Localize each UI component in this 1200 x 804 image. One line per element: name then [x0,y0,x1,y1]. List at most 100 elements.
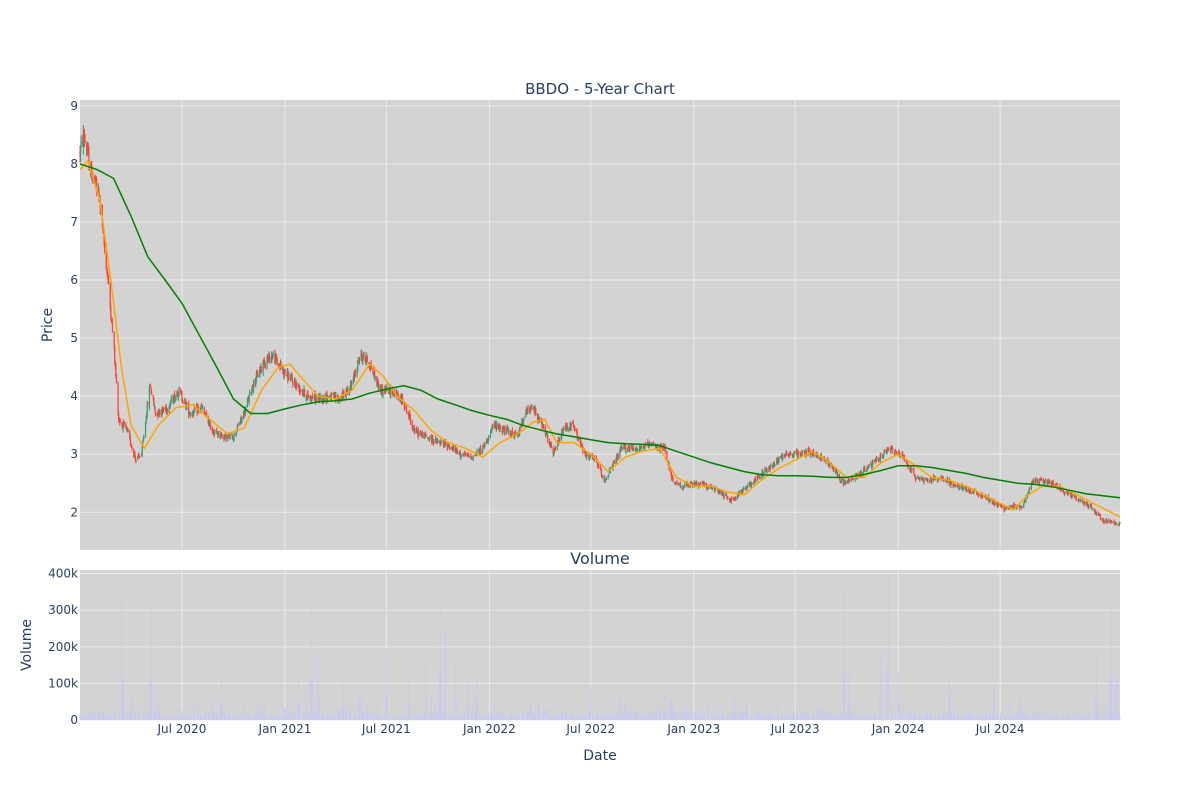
volume-bar [891,715,893,720]
volume-bar [240,712,242,720]
volume-bar [821,709,823,720]
volume-bar [717,708,719,720]
candle-body [805,450,807,454]
volume-bar [245,718,247,720]
candle-body [1035,479,1037,481]
volume-bar [711,710,713,720]
volume-bar [153,712,155,720]
volume-bar [143,712,145,720]
candle-body [134,452,136,457]
volume-bar [734,710,736,720]
volume-bar [502,713,504,720]
candle-body [479,447,482,453]
volume-bar [1033,717,1035,720]
volume-bar [1015,713,1017,720]
volume-bar [107,715,109,720]
volume-bar [151,606,153,720]
volume-bar [185,715,187,720]
volume-bar [702,715,704,720]
candle-body [452,445,455,451]
volume-bar [135,713,137,720]
candle-body [1004,508,1006,510]
volume-bar [625,705,627,720]
volume-bar [253,718,255,720]
candle-body [300,390,302,391]
volume-bar [1043,711,1045,720]
candle-body [621,447,623,449]
candle-body [531,406,533,410]
candle-body [683,487,685,489]
volume-bar [1052,717,1054,720]
volume-bar [448,717,449,720]
candle-body [1040,478,1043,480]
volume-bar [1091,716,1093,720]
volume-bar [845,715,847,720]
candle-body [608,474,610,476]
volume-bar [633,711,635,720]
candle-body [288,374,290,380]
volume-bar [1048,716,1050,720]
volume-bar [609,716,611,720]
candle-body [284,369,286,374]
candle-body [374,376,376,379]
candle-body [888,449,890,451]
candle-body [1064,491,1066,494]
volume-bar [918,716,920,720]
candle-body [111,323,114,331]
volume-bar [910,709,911,720]
volume-bar [1036,716,1038,720]
volume-bar [361,714,363,720]
volume-bar [1034,712,1036,720]
volume-bar [1062,717,1064,720]
candle-body [449,446,451,449]
volume-bar [898,703,900,720]
candle-body [715,488,717,490]
volume-bar [581,716,583,720]
candle-body [864,470,866,471]
candle-body [1074,496,1076,498]
volume-bar [593,718,595,720]
candle-body [882,456,884,458]
volume-bar [150,680,152,720]
volume-bar [611,716,613,720]
candle-body [929,480,931,481]
candle-body [377,378,379,387]
volume-bar [664,692,666,720]
candle-body [1048,482,1050,484]
candle-body [699,483,701,486]
volume-bar [1098,715,1100,720]
volume-bar [333,714,335,720]
volume-bar [291,715,293,720]
volume-bar [280,716,281,720]
volume-bar [1003,717,1005,720]
candle-body [1085,502,1087,505]
candle-body [988,500,991,503]
candle-body [1090,504,1093,508]
volume-bar [680,710,682,720]
candle-body [488,435,490,440]
volume-bar [835,716,837,720]
candle-body [420,433,422,435]
volume-bar [684,710,686,720]
volume-bar [325,717,327,720]
volume-bar [157,711,159,720]
volume-bar [440,669,442,720]
volume-bar [608,713,610,720]
candle-body [981,494,983,498]
volume-bar [117,715,119,720]
candle-body [428,437,430,439]
volume-bar [84,712,85,720]
candle-body [635,447,637,452]
volume-bar [227,717,229,720]
candle-body [489,431,492,436]
candle-body [1111,521,1113,523]
volume-bar [413,717,415,720]
volume-bar [192,718,194,720]
volume-bar [490,714,492,720]
volume-bar [487,718,489,720]
volume-bar [580,717,582,720]
candle-body [758,476,760,478]
volume-bar [860,715,862,720]
candle-body [706,488,708,490]
